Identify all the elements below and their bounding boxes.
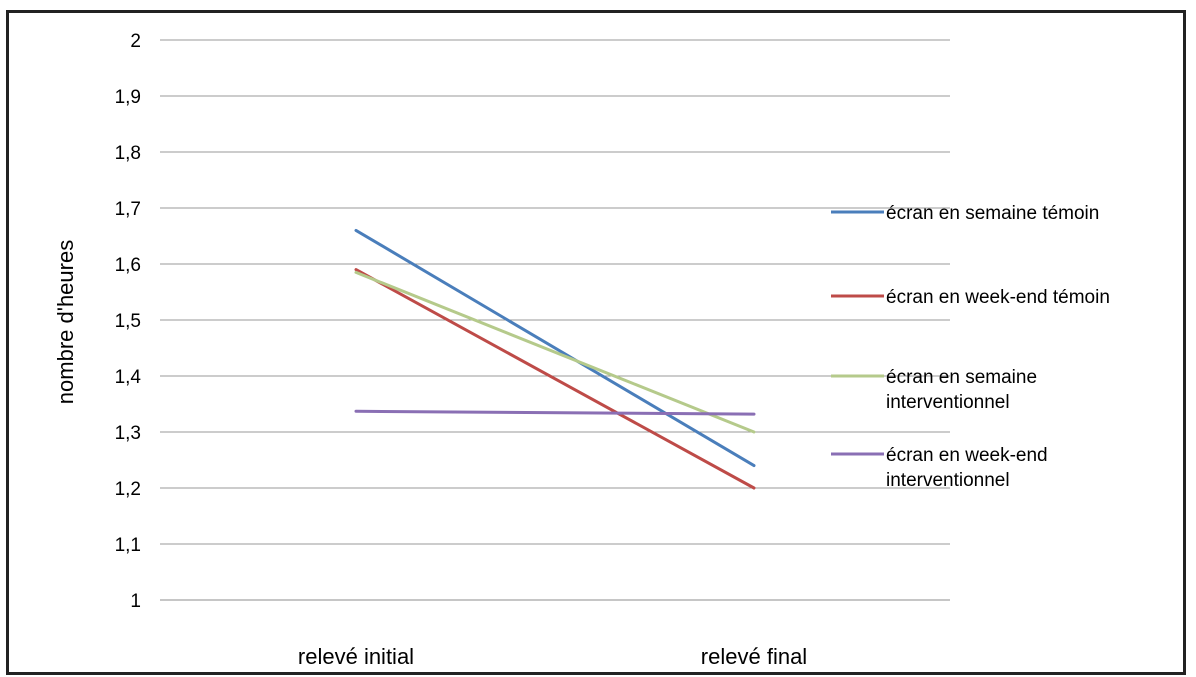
legend: écran en semaine témoin écran en week-end… bbox=[831, 203, 1110, 491]
x-category-label: relevé final bbox=[701, 644, 807, 669]
legend-label: écran en semaine témoin bbox=[886, 203, 1099, 224]
y-tick-label: 1,4 bbox=[115, 367, 142, 388]
series-line bbox=[354, 228, 756, 468]
y-tick-label: 1,2 bbox=[115, 479, 141, 500]
legend-label: interventionnel bbox=[886, 392, 1010, 413]
y-axis-ticks: 1 1,1 1,2 1,3 1,4 1,5 1,6 1,7 1,8 1,9 2 bbox=[115, 31, 142, 612]
y-tick-label: 1,1 bbox=[115, 535, 141, 556]
legend-label: interventionnel bbox=[886, 470, 1010, 491]
legend-label: écran en week-end bbox=[886, 445, 1048, 466]
y-tick-label: 1,5 bbox=[115, 311, 141, 332]
y-tick-label: 1,6 bbox=[115, 255, 141, 276]
series-lines bbox=[354, 228, 756, 490]
chart-frame bbox=[6, 10, 1186, 675]
series-line bbox=[354, 268, 756, 490]
y-tick-label: 2 bbox=[130, 31, 141, 52]
legend-label: écran en semaine bbox=[886, 367, 1037, 388]
y-tick-label: 1,8 bbox=[115, 143, 141, 164]
x-axis-categories: relevé initial relevé final bbox=[298, 644, 807, 669]
y-tick-label: 1,3 bbox=[115, 423, 141, 444]
x-category-label: relevé initial bbox=[298, 644, 414, 669]
y-tick-label: 1,7 bbox=[115, 199, 141, 220]
legend-label: écran en week-end témoin bbox=[886, 287, 1110, 308]
y-axis-title: nombre d'heures bbox=[53, 240, 78, 404]
y-tick-label: 1,9 bbox=[115, 87, 141, 108]
gridlines bbox=[160, 39, 950, 601]
y-tick-label: 1 bbox=[130, 591, 141, 612]
series-line bbox=[354, 409, 756, 416]
series-line bbox=[354, 270, 756, 434]
